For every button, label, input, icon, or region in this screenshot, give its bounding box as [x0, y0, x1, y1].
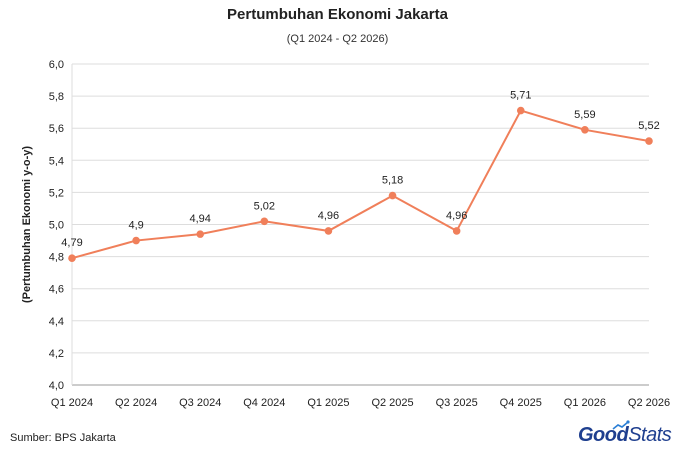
- y-tick-label: 4,6: [49, 284, 64, 296]
- data-label: 5,18: [382, 175, 403, 187]
- data-point: [260, 217, 269, 226]
- data-point: [452, 227, 461, 235]
- data-point: [645, 137, 653, 145]
- goodstats-logo-mark-icon: [612, 420, 630, 430]
- x-tick-label: Q3 2025: [436, 397, 478, 409]
- data-label: 5,02: [254, 200, 275, 212]
- data-label: 4,94: [190, 213, 211, 225]
- x-tick-label: Q4 2024: [243, 397, 285, 409]
- y-tick-label: 4,8: [49, 252, 64, 264]
- goodstats-logo: GoodStats: [578, 424, 672, 447]
- y-tick-label: 4,4: [49, 316, 64, 328]
- source-note: Sumber: BPS Jakarta: [10, 432, 116, 444]
- data-point: [132, 236, 140, 245]
- data-label: 4,96: [446, 210, 467, 222]
- y-tick-label: 4,2: [49, 348, 64, 360]
- logo-stats-text: Stats: [628, 424, 672, 446]
- x-tick-label: Q4 2025: [500, 397, 542, 409]
- x-tick-label: Q2 2025: [371, 397, 413, 409]
- data-label: 4,9: [128, 220, 143, 232]
- data-point: [581, 126, 589, 134]
- x-tick-label: Q2 2026: [628, 397, 670, 409]
- y-tick-label: 5,8: [49, 91, 64, 103]
- data-point: [324, 227, 333, 235]
- x-tick-label: Q3 2024: [179, 397, 221, 409]
- data-point: [388, 191, 397, 200]
- data-point: [68, 254, 76, 263]
- chart-title: Pertumbuhan Ekonomi Jakarta: [227, 6, 448, 23]
- x-tick-label: Q1 2026: [564, 397, 606, 409]
- data-label: 5,71: [510, 90, 531, 102]
- series-line: [71, 109, 650, 260]
- x-tick-label: Q1 2025: [307, 397, 349, 409]
- data-label: 5,59: [574, 109, 595, 121]
- x-tick-label: Q1 2024: [51, 397, 93, 409]
- chart-subtitle: (Q1 2024 - Q2 2026): [286, 33, 389, 45]
- y-tick-label: 5,4: [49, 155, 64, 167]
- data-point: [196, 230, 205, 238]
- x-tick-label: Q2 2024: [115, 397, 157, 409]
- data-label: 4,79: [61, 237, 82, 249]
- y-axis-title: (Pertumbuhan Ekonomi y-o-y): [21, 146, 33, 303]
- data-point: [516, 106, 525, 115]
- data-label: 5,52: [638, 120, 659, 132]
- y-tick-label: 5,6: [49, 123, 64, 135]
- logo-good-text: Good: [578, 424, 629, 446]
- y-tick-label: 4,0: [49, 380, 64, 392]
- data-label: 4,96: [318, 210, 339, 222]
- y-tick-label: 5,0: [49, 220, 64, 232]
- y-tick-label: 6,0: [49, 59, 64, 71]
- y-tick-label: 5,2: [49, 187, 64, 199]
